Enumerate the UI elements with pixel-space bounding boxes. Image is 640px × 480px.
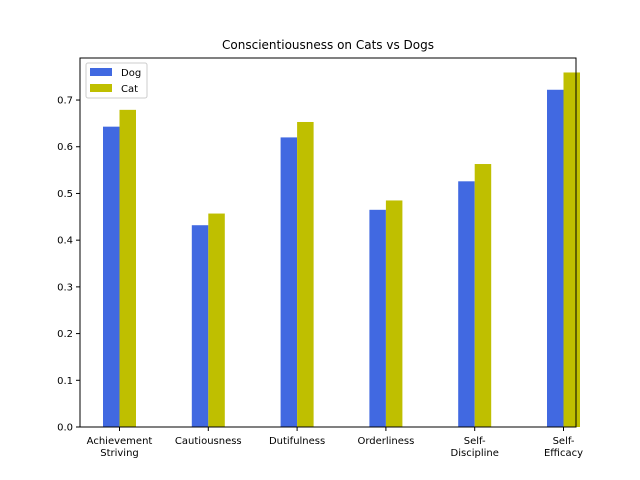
x-tick-label-line: Self- xyxy=(464,436,486,447)
x-tick-label-line: Self- xyxy=(553,436,575,447)
legend-label-cat: Cat xyxy=(121,84,138,95)
x-tick-label-line: Orderliness xyxy=(357,436,414,447)
bar-dog xyxy=(369,209,386,427)
y-tick-label: 0.5 xyxy=(57,189,73,200)
chart-title: Conscientiousness on Cats vs Dogs xyxy=(222,38,434,52)
y-tick-label: 0.0 xyxy=(57,423,73,434)
bar-cat xyxy=(297,121,314,427)
y-axis: 0.0 0.1 0.2 0.3 0.4 0.5 0.6 0.7 xyxy=(57,96,80,434)
y-tick-label: 0.3 xyxy=(57,282,73,293)
x-tick-label-line: Efficacy xyxy=(544,448,583,459)
x-tick-label: Self-Discipline xyxy=(451,436,499,459)
y-tick-label: 0.4 xyxy=(57,236,73,247)
bar-dog xyxy=(458,181,475,427)
bars-group xyxy=(103,72,580,428)
bar-dog xyxy=(547,89,564,427)
bar-dog xyxy=(280,137,298,427)
legend: Dog Cat xyxy=(85,62,148,99)
x-tick-label: Dutifulness xyxy=(269,436,325,447)
x-tick-label-line: Achievement xyxy=(87,436,153,447)
x-tick-label-line: Striving xyxy=(100,448,139,459)
y-tick-label: 0.2 xyxy=(57,329,73,340)
y-tick-label: 0.7 xyxy=(57,96,73,107)
bar-cat xyxy=(474,164,492,427)
bar-cat xyxy=(119,109,136,427)
x-tick-label: Self-Efficacy xyxy=(544,436,583,459)
x-axis: Achievement Striving Cautiousness Dutifulne… xyxy=(87,427,583,459)
plot-frame xyxy=(79,57,577,428)
y-tick-label: 0.1 xyxy=(57,376,73,387)
y-tick-label: 0.6 xyxy=(57,142,73,153)
legend-label-dog: Dog xyxy=(121,68,141,79)
x-tick-label: Achievement Striving xyxy=(87,436,153,459)
legend-swatch-dog xyxy=(90,68,112,76)
x-tick-label-line: Dutifulness xyxy=(269,436,325,447)
x-tick-label: Cautiousness xyxy=(175,436,242,447)
bar-cat xyxy=(563,72,580,428)
bar-dog xyxy=(103,126,120,428)
bar-cat xyxy=(385,200,403,427)
x-tick-label-line: Discipline xyxy=(451,448,499,459)
bar-dog xyxy=(191,225,209,427)
bar-cat xyxy=(208,213,225,427)
x-tick-label-line: Cautiousness xyxy=(175,436,242,447)
legend-swatch-cat xyxy=(90,84,112,92)
x-tick-label: Orderliness xyxy=(357,436,414,447)
